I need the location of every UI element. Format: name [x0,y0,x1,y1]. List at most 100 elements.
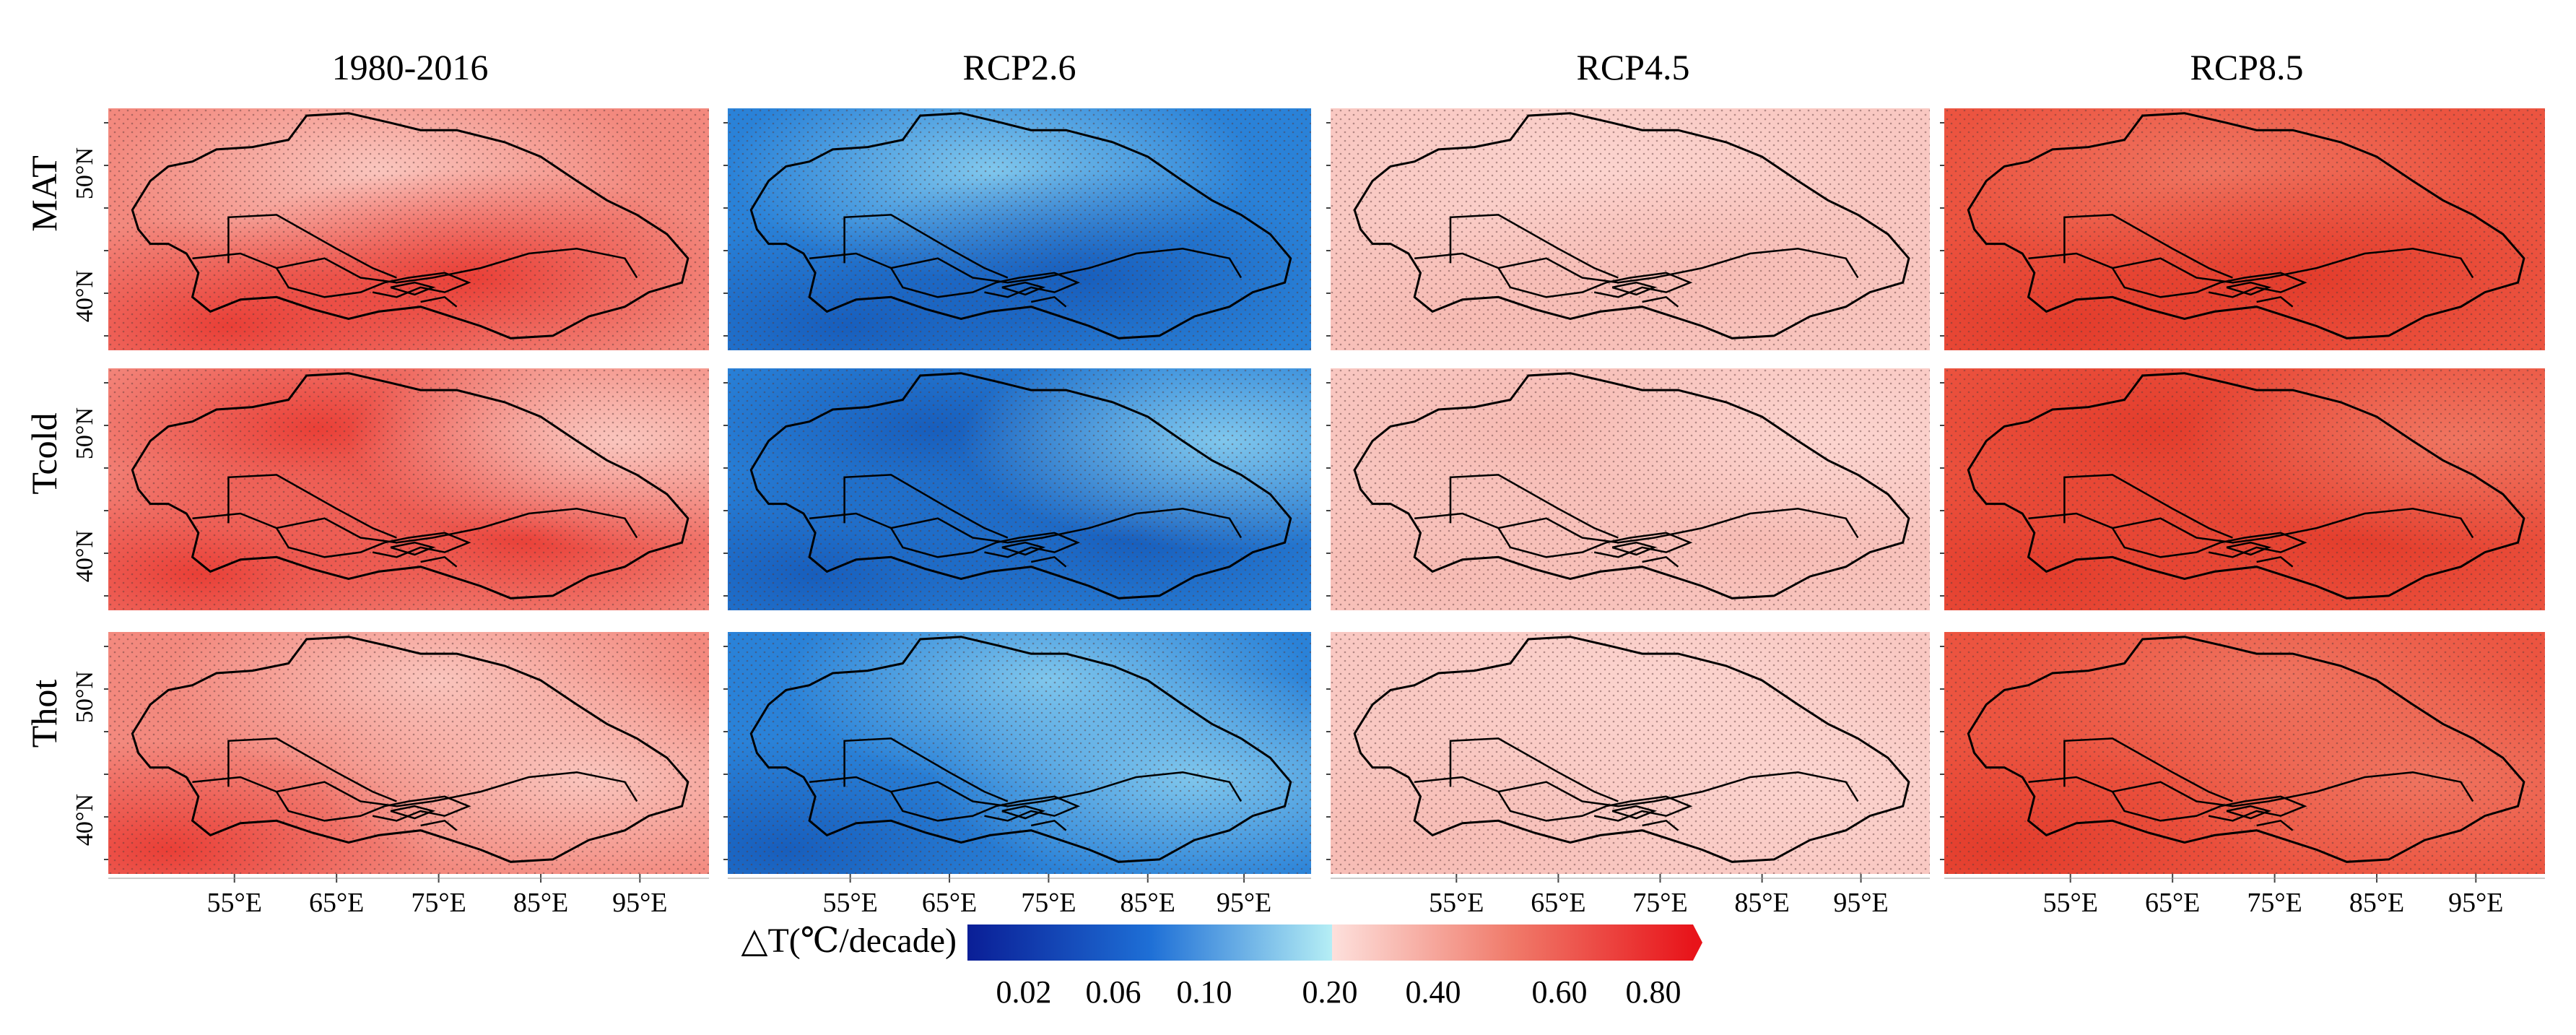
country-border [1449,474,1619,539]
country-border [2256,555,2294,568]
lon-label-95E: 95°E [1833,888,1888,918]
lon-label-55E: 55°E [2043,888,2098,918]
lon-label-55E: 55°E [822,888,877,918]
lon-label-55E: 55°E [207,888,262,918]
country-border [420,819,458,831]
legend-tick-label: 0.80 [1626,974,1681,1010]
country-border [1642,819,1679,831]
country-border [420,295,458,308]
country-border [2208,272,2307,298]
country-border [1497,791,1607,822]
country-border [1449,214,1619,279]
significance-stipple [728,108,1311,350]
country-border [843,737,1009,802]
country-border [843,474,1009,539]
country-border [227,737,397,802]
country-border [390,281,436,296]
country-border [275,527,386,558]
lon-label-75E: 75°E [1632,888,1687,918]
country-border [2111,527,2222,558]
central-asia-boundary [749,636,1292,863]
significance-stipple [108,632,709,874]
legend-title: △T(℃/decade) [741,922,957,960]
column-title-rcp26: RCP2.6 [962,47,1076,87]
significance-stipple [108,108,709,350]
central-asia-boundary [131,372,689,599]
country-border [2111,267,2222,298]
significance-stipple [1944,632,2545,874]
central-asia-boundary [749,112,1292,339]
color-legend: △T(℃/decade) 0.02 0.06 0.10 0.20 0.40 0.… [741,922,1702,1010]
country-border [2208,795,2307,822]
column-title-rcp85: RCP8.5 [2190,47,2303,87]
map-panel-historical-tcold [104,368,709,610]
latitude-labels: 50°N 40°N 50°N 40°N 50°N 40°N [71,147,98,846]
country-border [1001,281,1046,296]
legend-end-cap [1693,924,1702,961]
map-panel-rcp45-mat [1326,108,1930,350]
country-border [275,791,386,822]
lon-label-85E: 85°E [1121,888,1175,918]
country-border [890,267,997,298]
country-border [2208,532,2307,558]
row-label-mat: MAT [24,155,64,232]
country-border [372,532,471,558]
country-border [420,555,458,568]
lat-label-50n: 50°N [71,407,98,459]
country-border [1611,281,1658,296]
country-border [1642,295,1679,308]
country-border [2028,771,2474,807]
lon-label-85E: 85°E [513,888,568,918]
lat-label-50n: 50°N [71,671,98,723]
country-border [1593,795,1693,822]
country-border [390,805,436,820]
country-border [1449,737,1619,802]
significance-stipple [1944,368,2545,610]
country-border [1001,541,1046,556]
country-border [2111,791,2222,822]
lon-label-85E: 85°E [2349,888,2404,918]
column-title-rcp45: RCP4.5 [1576,47,1689,87]
lon-label-75E: 75°E [411,888,466,918]
lat-label-40n: 40°N [71,794,98,846]
map-panel-historical-mat [104,108,709,350]
column-title-1980-2016: 1980-2016 [332,47,489,87]
significance-stipple [1331,632,1930,874]
country-border [809,248,1243,284]
legend-tick-label: 0.10 [1177,974,1232,1010]
lon-label-65E: 65°E [922,888,977,918]
map-panel-rcp45-tcold [1326,368,1930,610]
significance-stipple [1331,368,1930,610]
central-asia-boundary [1353,372,1910,599]
map-panel-rcp26-mat [723,108,1311,350]
country-border [2063,737,2233,802]
country-border [1001,805,1046,820]
country-border [372,272,471,298]
column-titles: 1980-2016 RCP2.6 RCP4.5 RCP8.5 [332,47,2304,87]
map-panel-rcp85-thot [1940,632,2545,874]
legend-tick-label: 0.60 [1532,974,1588,1010]
lon-label-75E: 75°E [1021,888,1076,918]
country-border [2063,474,2233,539]
country-border [2226,281,2272,296]
country-border [192,771,638,807]
country-border [227,474,397,539]
country-border [390,541,436,556]
country-border [1030,555,1067,568]
country-border [1030,819,1067,831]
country-border [1030,295,1067,308]
lon-label-95E: 95°E [1217,888,1271,918]
country-border [372,795,471,822]
legend-tick-label: 0.40 [1406,974,1461,1010]
country-border [1611,805,1658,820]
map-panel-rcp45-thot [1326,632,1930,874]
country-border [809,508,1243,544]
legend-tick-label: 0.06 [1086,974,1141,1010]
country-border [890,527,997,558]
country-border [1414,508,1859,544]
country-border [1642,555,1679,568]
lat-label-40n: 40°N [71,530,98,582]
central-asia-boundary [1967,372,2525,599]
central-asia-boundary [1967,112,2525,339]
